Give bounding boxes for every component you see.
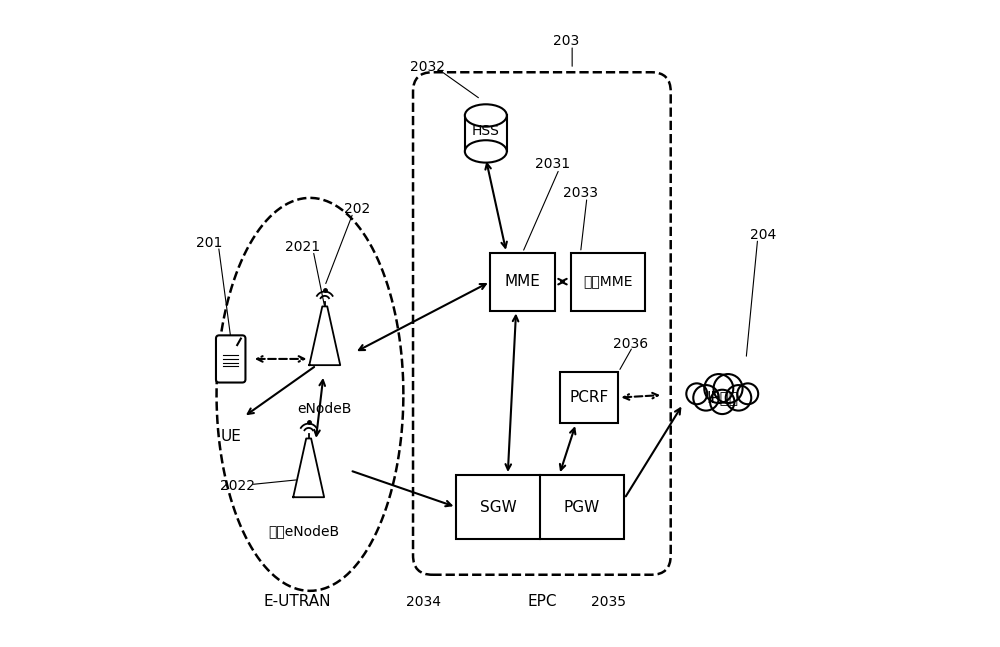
Text: 2021: 2021 [285, 241, 320, 254]
FancyBboxPatch shape [560, 372, 618, 423]
Ellipse shape [465, 104, 507, 127]
FancyBboxPatch shape [413, 72, 671, 575]
Text: 其它MME: 其它MME [583, 274, 633, 289]
Polygon shape [293, 439, 324, 497]
Text: PGW: PGW [564, 499, 600, 514]
Text: 其它eNodeB: 其它eNodeB [269, 524, 340, 538]
Circle shape [737, 384, 758, 404]
Text: EPC: EPC [527, 595, 557, 609]
Text: E-UTRAN: E-UTRAN [263, 595, 331, 609]
Text: 2032: 2032 [410, 60, 445, 74]
Text: 2036: 2036 [613, 337, 648, 351]
Circle shape [686, 384, 707, 404]
Text: PCRF: PCRF [569, 390, 609, 405]
Text: 2035: 2035 [591, 595, 626, 609]
Text: MME: MME [505, 274, 540, 289]
Text: 203: 203 [553, 34, 579, 49]
Text: 2031: 2031 [535, 157, 570, 171]
Text: 202: 202 [344, 202, 370, 216]
Text: UE: UE [220, 429, 241, 444]
Text: 2022: 2022 [220, 479, 255, 493]
Text: IP业务: IP业务 [706, 390, 738, 405]
Ellipse shape [465, 140, 507, 162]
Text: HSS: HSS [472, 124, 500, 138]
FancyBboxPatch shape [456, 475, 624, 540]
Text: eNodeB: eNodeB [298, 402, 352, 415]
Text: SGW: SGW [480, 499, 516, 514]
Text: 2034: 2034 [406, 595, 441, 609]
FancyBboxPatch shape [216, 335, 245, 382]
Polygon shape [309, 307, 340, 365]
Circle shape [726, 385, 751, 411]
FancyBboxPatch shape [571, 252, 645, 311]
Circle shape [710, 389, 734, 414]
Circle shape [693, 385, 719, 411]
Bar [465, 115, 507, 151]
Text: 2033: 2033 [563, 186, 598, 201]
Circle shape [714, 374, 743, 403]
Text: 204: 204 [750, 228, 776, 241]
Circle shape [704, 374, 733, 403]
Text: 201: 201 [196, 236, 222, 250]
FancyBboxPatch shape [490, 252, 555, 311]
